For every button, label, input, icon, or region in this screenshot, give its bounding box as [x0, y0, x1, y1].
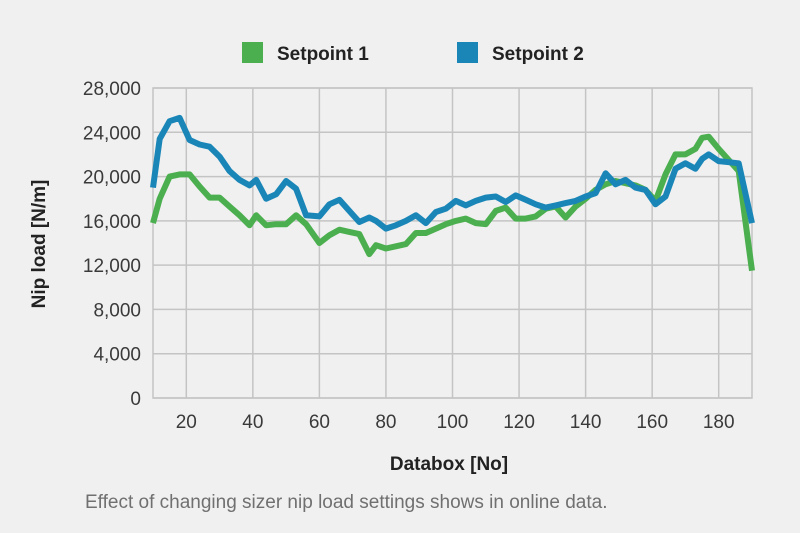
y-tick-label: 28,000	[83, 79, 141, 100]
x-tick-label: 20	[176, 412, 197, 433]
x-tick-label: 160	[636, 412, 668, 433]
y-tick-label: 12,000	[83, 256, 141, 277]
x-tick-label: 120	[503, 412, 535, 433]
series-lines	[150, 114, 755, 272]
y-axis-title: Nip load [N/m]	[29, 180, 50, 309]
y-tick-label: 0	[130, 389, 141, 410]
y-tick-label: 24,000	[83, 123, 141, 144]
x-axis-title: Databox [No]	[390, 454, 508, 475]
y-tick-label: 16,000	[83, 212, 141, 233]
y-tick-label: 20,000	[83, 168, 141, 189]
y-tick-label: 4,000	[93, 345, 141, 366]
legend-swatch-setpoint-1	[242, 42, 263, 63]
x-tick-label: 60	[309, 412, 330, 433]
x-tick-label: 80	[375, 412, 396, 433]
plot-border	[152, 87, 753, 399]
legend-label-setpoint-1: Setpoint 1	[277, 44, 369, 65]
x-tick-label: 40	[242, 412, 263, 433]
grid	[152, 87, 753, 399]
legend-swatch-setpoint-2	[457, 42, 478, 63]
legend-label-setpoint-2: Setpoint 2	[492, 44, 584, 65]
legend: Setpoint 1 Setpoint 2	[242, 42, 584, 65]
chart-caption: Effect of changing sizer nip load settin…	[85, 492, 608, 513]
series-line-setpoint-2	[150, 114, 755, 232]
tick-labels: 0 4,000 8,000 12,000 16,000 20,000 24,000 28,00…	[83, 79, 735, 433]
x-tick-label: 180	[703, 412, 735, 433]
x-tick-label: 100	[437, 412, 469, 433]
y-tick-label: 8,000	[93, 300, 141, 321]
x-tick-label: 140	[570, 412, 602, 433]
